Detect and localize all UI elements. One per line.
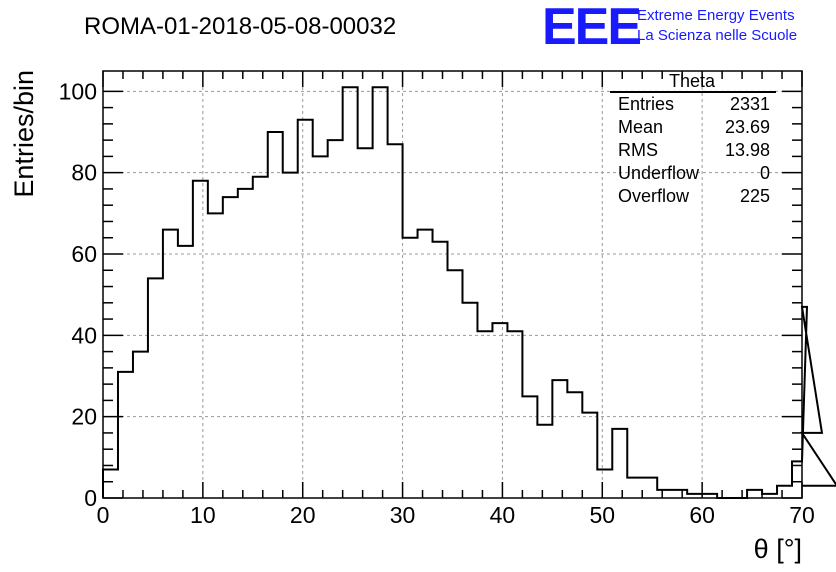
axis-tick-labels: 0 10 20 30 40 50 60 70 0 20 40 60 80 100 xyxy=(59,78,815,528)
y-tick-label: 20 xyxy=(71,404,97,430)
stats-box: Theta Entries 2331 Mean 23.69 RMS 13.98 Underf… xyxy=(610,71,776,206)
x-tick-label: 10 xyxy=(190,502,216,528)
stats-row-label: Overflow xyxy=(618,186,690,206)
stats-row-label: RMS xyxy=(618,140,658,160)
stats-row-value: 13.98 xyxy=(725,140,770,160)
y-tick-label: 100 xyxy=(59,78,97,104)
stats-row-value: 225 xyxy=(740,186,770,206)
stats-row-label: Underflow xyxy=(618,163,700,183)
eee-logo-line2: La Scienza nelle Scuole xyxy=(637,27,797,44)
y-tick-label: 40 xyxy=(71,322,97,348)
eee-logo-line1: Extreme Energy Events xyxy=(637,7,795,24)
stats-row-value: 2331 xyxy=(730,94,770,114)
x-tick-label: 50 xyxy=(589,502,615,528)
x-tick-label: 40 xyxy=(490,502,516,528)
y-tick-label: 80 xyxy=(71,160,97,186)
stats-row-value: 0 xyxy=(760,163,770,183)
x-axis-title: θ [°] xyxy=(754,534,802,564)
x-tick-label: 0 xyxy=(97,502,110,528)
x-tick-label: 70 xyxy=(789,502,815,528)
x-tick-label: 60 xyxy=(689,502,715,528)
x-tick-label: 20 xyxy=(290,502,316,528)
stats-row-label: Entries xyxy=(618,94,674,114)
chart-title: ROMA-01-2018-05-08-00032 xyxy=(84,13,396,40)
stats-row-value: 23.69 xyxy=(725,117,770,137)
stats-row-label: Mean xyxy=(618,117,663,137)
stats-title: Theta xyxy=(669,71,716,91)
plot-frame xyxy=(102,70,803,499)
axis-ticks xyxy=(102,71,803,499)
eee-logo: EEE xyxy=(542,0,640,56)
y-axis-title: Entries/bin xyxy=(9,70,39,198)
grid-lines xyxy=(103,71,802,498)
y-tick-label: 60 xyxy=(71,241,97,267)
x-tick-label: 30 xyxy=(390,502,416,528)
y-tick-label: 0 xyxy=(84,485,97,511)
